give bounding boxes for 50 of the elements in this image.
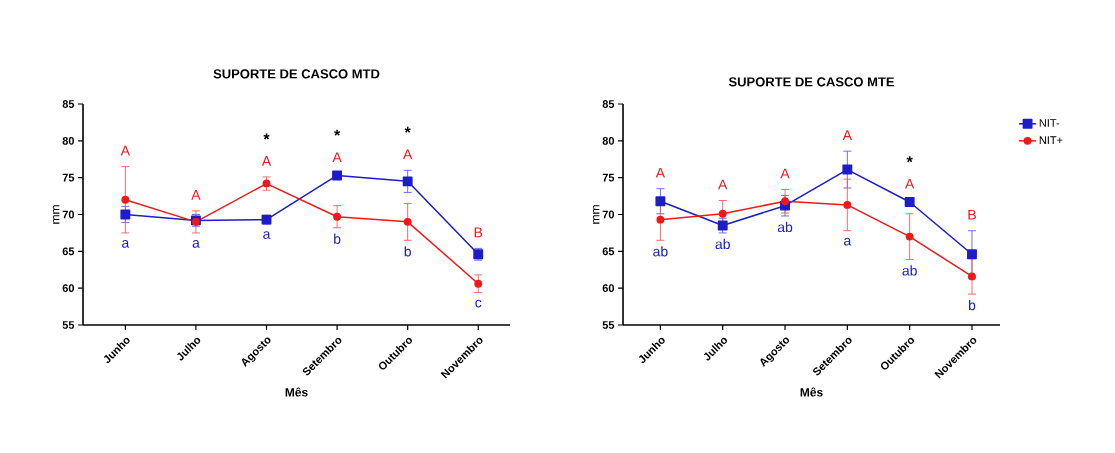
- annotation: *: [334, 129, 341, 136]
- annotation: b: [334, 233, 341, 244]
- y-tick-label: 80: [602, 136, 615, 145]
- annotation: A: [261, 156, 272, 166]
- annotation: B: [474, 227, 483, 238]
- chart-title: SUPORTE DE CASCO MTE: [728, 77, 895, 87]
- annotation: b: [404, 246, 411, 257]
- annotation: ab: [715, 238, 730, 250]
- x-axis-title: Mês: [800, 387, 823, 397]
- y-tick-label: 70: [62, 210, 75, 219]
- x-axis-title: Mês: [285, 387, 308, 397]
- annotation: a: [192, 240, 200, 248]
- annotation: A: [655, 167, 666, 178]
- annotation: A: [905, 178, 915, 189]
- y-axis-title: mm: [592, 205, 600, 224]
- annotation: A: [332, 152, 342, 163]
- y-tick-label: 75: [62, 173, 75, 182]
- y-tick-label: 60: [62, 284, 75, 293]
- chart-title: SUPORTE DE CASCO MTD: [213, 69, 380, 79]
- annotation: A: [120, 145, 130, 156]
- annotation: A: [780, 168, 790, 179]
- annotation: a: [122, 240, 130, 248]
- legend-label: NIT+: [1039, 136, 1063, 144]
- annotation: a: [263, 231, 271, 239]
- y-tick-label: 85: [62, 100, 75, 108]
- annotation: c: [475, 299, 482, 308]
- annotation: A: [403, 149, 413, 160]
- y-tick-label: 60: [602, 284, 615, 293]
- y-tick-label: 70: [602, 210, 615, 219]
- annotation: A: [718, 179, 728, 190]
- annotation: A: [842, 130, 852, 140]
- annotation: *: [906, 156, 913, 163]
- legend-label: NIT-: [1039, 119, 1060, 127]
- annotation: B: [968, 209, 976, 220]
- annotation: b: [968, 299, 976, 311]
- y-axis-title: mm: [52, 205, 60, 224]
- annotation: A: [191, 190, 201, 200]
- annotation: ab: [902, 265, 917, 276]
- y-tick-label: 75: [602, 173, 615, 182]
- y-tick-label: 80: [62, 136, 75, 145]
- y-tick-label: 55: [62, 321, 75, 329]
- annotation: *: [404, 126, 411, 133]
- annotation: *: [263, 133, 270, 140]
- y-tick-label: 65: [602, 247, 615, 256]
- y-tick-label: 85: [602, 100, 615, 108]
- annotation: ab: [653, 246, 668, 257]
- y-tick-label: 65: [62, 247, 75, 256]
- annotation: a: [844, 237, 852, 246]
- annotation: ab: [777, 221, 793, 233]
- y-tick-label: 55: [602, 321, 615, 329]
